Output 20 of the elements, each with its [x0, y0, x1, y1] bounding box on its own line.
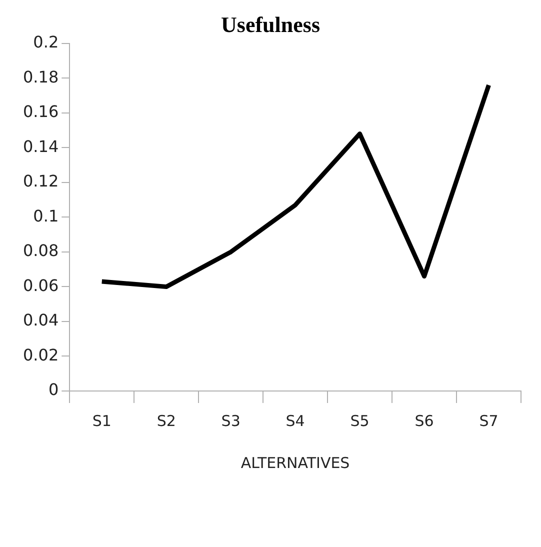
y-tick-label: 0.14 [23, 136, 59, 156]
x-tick-label: S3 [221, 412, 240, 430]
x-tick-label: S1 [92, 412, 112, 430]
x-tick-label: S7 [479, 412, 498, 430]
y-tick-label: 0.18 [23, 67, 59, 86]
y-tick-label: 0.16 [23, 102, 59, 122]
x-tick-label: S5 [350, 412, 370, 430]
y-tick-label: 0.02 [23, 345, 59, 364]
x-axis-title: ALTERNATIVES [240, 454, 350, 472]
x-tick-label: S2 [156, 412, 176, 430]
x-tick-label: S6 [414, 412, 434, 430]
y-tick-label: 0.08 [23, 241, 59, 260]
y-tick-label: 0 [48, 380, 59, 400]
x-tick-label: S4 [286, 412, 305, 430]
y-tick-label: 0.12 [23, 172, 59, 191]
y-tick-label: 0.04 [23, 310, 59, 330]
chart-title: Usefulness [220, 12, 320, 37]
y-tick-label: 0.2 [33, 32, 59, 52]
y-tick-label: 0.06 [23, 276, 59, 295]
y-tick-label: 0.1 [33, 206, 59, 226]
